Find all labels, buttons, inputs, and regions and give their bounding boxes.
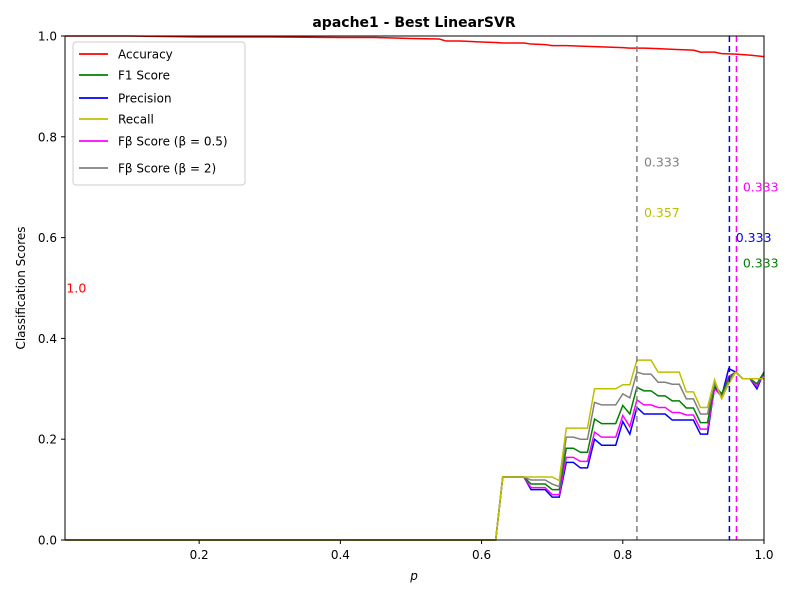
legend-label-precision: Precision <box>118 92 172 106</box>
series-line-accuracy <box>65 35 765 58</box>
series-line-f-score-0-5 <box>65 371 765 541</box>
x-tick-label: 0.2 <box>190 548 209 562</box>
y-tick-label: 0.0 <box>38 534 57 548</box>
x-axis-label: p <box>409 569 418 583</box>
legend: Accuracy F1 Score Precision Recall Fβ Score … <box>72 41 246 186</box>
x-tick-label: 1.0 <box>754 548 773 562</box>
chart-title: apache1 - Best LinearSVR <box>312 15 515 31</box>
x-tick-label: 0.4 <box>331 548 350 562</box>
y-axis-label: Classification Scores <box>14 226 28 349</box>
y-tick-label: 1.0 <box>38 30 57 44</box>
value-annotation: 0.333 <box>743 255 779 270</box>
series-line-recall <box>65 359 764 541</box>
y-tick-label: 0.6 <box>38 231 57 245</box>
plot-area <box>65 35 765 541</box>
value-annotation: 0.333 <box>743 180 779 195</box>
plot-frame <box>64 35 765 541</box>
x-axis: 0.2 0.4 0.6 0.8 1.0 <box>190 540 774 562</box>
legend-label-f-score-2: Fβ Score (β = 2) <box>118 162 216 176</box>
series-line-f-score-2 <box>65 371 764 541</box>
legend-label-accuracy: Accuracy <box>118 48 173 62</box>
value-annotation: 0.333 <box>644 155 680 170</box>
value-annotation: 0.357 <box>644 205 680 220</box>
series-line-f1-score <box>65 371 765 541</box>
x-tick-label: 0.8 <box>613 548 632 562</box>
x-tick-label: 0.6 <box>472 548 491 562</box>
y-axis: 0.0 0.2 0.4 0.6 0.8 1.0 <box>38 30 65 548</box>
legend-label-f1-score: F1 Score <box>118 69 170 83</box>
value-annotation: 1.0 <box>66 281 86 296</box>
y-tick-label: 0.8 <box>38 130 57 144</box>
y-tick-label: 0.2 <box>38 433 57 447</box>
legend-label-recall: Recall <box>118 113 154 127</box>
legend-label-f-score-0-5: Fβ Score (β = 0.5) <box>118 135 228 149</box>
annotations: 1.0 0.333 0.357 0.333 0.333 0.333 <box>66 155 778 296</box>
value-annotation: 0.333 <box>736 230 772 245</box>
series-line-precision <box>65 367 765 541</box>
y-tick-label: 0.4 <box>38 332 57 346</box>
legend-box <box>72 41 246 186</box>
